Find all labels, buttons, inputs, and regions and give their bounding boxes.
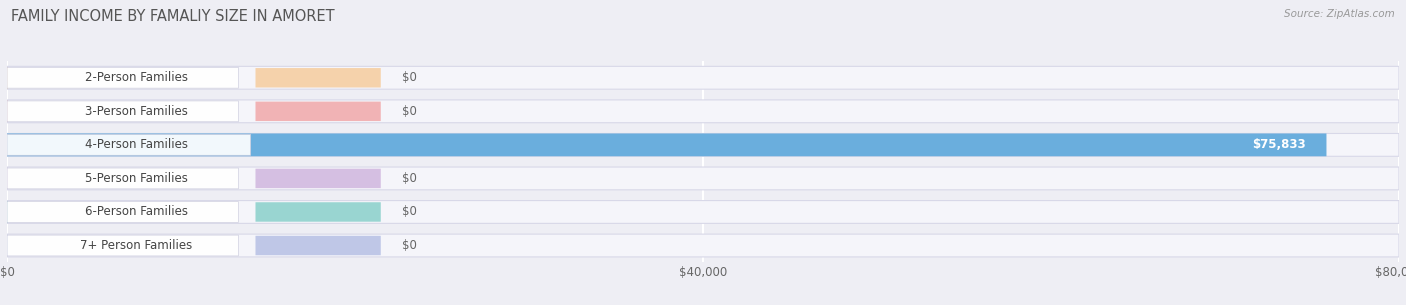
FancyBboxPatch shape bbox=[7, 66, 1399, 89]
FancyBboxPatch shape bbox=[256, 68, 381, 88]
Text: 6-Person Families: 6-Person Families bbox=[84, 206, 187, 218]
Text: Source: ZipAtlas.com: Source: ZipAtlas.com bbox=[1284, 9, 1395, 19]
FancyBboxPatch shape bbox=[256, 169, 381, 188]
FancyBboxPatch shape bbox=[7, 134, 1326, 156]
Text: 2-Person Families: 2-Person Families bbox=[84, 71, 187, 84]
FancyBboxPatch shape bbox=[7, 201, 1399, 223]
FancyBboxPatch shape bbox=[7, 101, 239, 122]
FancyBboxPatch shape bbox=[7, 202, 239, 222]
Text: 7+ Person Families: 7+ Person Families bbox=[80, 239, 193, 252]
Text: $75,833: $75,833 bbox=[1251, 138, 1306, 151]
FancyBboxPatch shape bbox=[256, 202, 381, 222]
Text: 5-Person Families: 5-Person Families bbox=[84, 172, 187, 185]
Text: $0: $0 bbox=[402, 206, 416, 218]
Text: FAMILY INCOME BY FAMALIY SIZE IN AMORET: FAMILY INCOME BY FAMALIY SIZE IN AMORET bbox=[11, 9, 335, 24]
FancyBboxPatch shape bbox=[7, 100, 1399, 123]
Text: $0: $0 bbox=[402, 172, 416, 185]
Text: $0: $0 bbox=[402, 71, 416, 84]
Text: $0: $0 bbox=[402, 105, 416, 118]
Text: 4-Person Families: 4-Person Families bbox=[84, 138, 187, 151]
FancyBboxPatch shape bbox=[256, 236, 381, 255]
FancyBboxPatch shape bbox=[7, 134, 1399, 156]
FancyBboxPatch shape bbox=[7, 235, 239, 256]
FancyBboxPatch shape bbox=[256, 102, 381, 121]
Text: $0: $0 bbox=[402, 239, 416, 252]
Text: 3-Person Families: 3-Person Families bbox=[84, 105, 187, 118]
FancyBboxPatch shape bbox=[7, 67, 239, 88]
FancyBboxPatch shape bbox=[7, 135, 250, 155]
FancyBboxPatch shape bbox=[7, 168, 239, 189]
FancyBboxPatch shape bbox=[7, 234, 1399, 257]
FancyBboxPatch shape bbox=[7, 167, 1399, 190]
